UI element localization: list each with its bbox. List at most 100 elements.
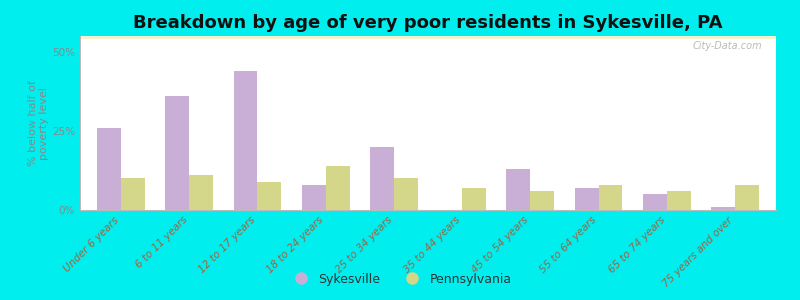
Bar (394, 178, 418, 210)
Bar (80, 36, 776, 38)
Bar (530, 191, 554, 210)
Bar (80, 38, 776, 39)
Bar (80, 37, 776, 38)
Bar (80, 37, 776, 39)
Bar (80, 37, 776, 39)
Bar (80, 36, 776, 38)
Bar (258, 182, 282, 210)
Bar (80, 38, 776, 39)
Bar (462, 188, 486, 210)
Bar (326, 166, 350, 210)
Bar (80, 37, 776, 39)
Bar (80, 37, 776, 39)
Bar (80, 38, 776, 39)
Bar (80, 37, 776, 38)
Bar (80, 38, 776, 39)
Bar (80, 36, 776, 38)
Bar (80, 36, 776, 38)
Bar (370, 147, 394, 210)
Bar (80, 37, 776, 39)
Bar (80, 37, 776, 38)
Bar (80, 36, 776, 38)
Bar (598, 185, 622, 210)
Bar (302, 185, 326, 210)
Bar (80, 36, 776, 38)
Bar (80, 36, 776, 38)
Bar (80, 38, 776, 39)
Bar (667, 191, 690, 210)
Bar (80, 37, 776, 39)
Bar (80, 37, 776, 38)
Bar (234, 71, 258, 210)
Bar (80, 37, 776, 39)
Bar (80, 37, 776, 39)
Bar (80, 38, 776, 39)
Bar (80, 38, 776, 39)
Bar (574, 188, 598, 210)
Bar (80, 37, 776, 39)
Bar (80, 37, 776, 39)
Bar (80, 38, 776, 39)
Legend: Sykesville, Pennsylvania: Sykesville, Pennsylvania (283, 268, 517, 291)
Bar (735, 185, 759, 210)
Bar (80, 38, 776, 39)
Bar (80, 38, 776, 39)
Bar (80, 36, 776, 38)
Bar (80, 37, 776, 38)
Bar (80, 38, 776, 39)
Bar (80, 36, 776, 38)
Bar (80, 37, 776, 39)
Bar (166, 96, 189, 210)
Bar (80, 37, 776, 38)
Bar (80, 37, 776, 39)
Bar (80, 37, 776, 39)
Bar (80, 37, 776, 38)
Bar (80, 37, 776, 39)
Bar (80, 36, 776, 38)
Bar (80, 36, 776, 38)
Bar (80, 36, 776, 38)
Bar (80, 36, 776, 38)
Bar (80, 36, 776, 38)
Bar (80, 36, 776, 38)
Bar (80, 38, 776, 39)
Bar (80, 36, 776, 38)
Bar (80, 37, 776, 38)
Bar (80, 37, 776, 38)
Bar (80, 37, 776, 38)
Bar (80, 38, 776, 39)
Bar (80, 36, 776, 38)
Bar (80, 37, 776, 38)
Bar (80, 37, 776, 38)
Bar (506, 169, 530, 210)
Bar (80, 36, 776, 38)
Bar (80, 37, 776, 38)
Bar (80, 36, 776, 38)
Text: City-Data.com: City-Data.com (693, 41, 762, 51)
Bar (80, 37, 776, 39)
Bar (80, 37, 776, 39)
Bar (80, 37, 776, 39)
Bar (80, 37, 776, 38)
Bar (80, 37, 776, 38)
Bar (80, 37, 776, 38)
Bar (80, 37, 776, 39)
Bar (80, 38, 776, 39)
Bar (80, 38, 776, 39)
Bar (80, 37, 776, 38)
Bar (80, 38, 776, 40)
Bar (80, 37, 776, 38)
Bar (80, 37, 776, 38)
Bar (80, 38, 776, 39)
Bar (80, 37, 776, 39)
Bar (80, 37, 776, 39)
Bar (121, 178, 145, 210)
Bar (711, 207, 735, 210)
Bar (80, 36, 776, 38)
Bar (80, 37, 776, 38)
Bar (80, 37, 776, 39)
Bar (80, 36, 776, 38)
Bar (80, 37, 776, 39)
Bar (97, 128, 121, 210)
Bar (189, 175, 213, 210)
